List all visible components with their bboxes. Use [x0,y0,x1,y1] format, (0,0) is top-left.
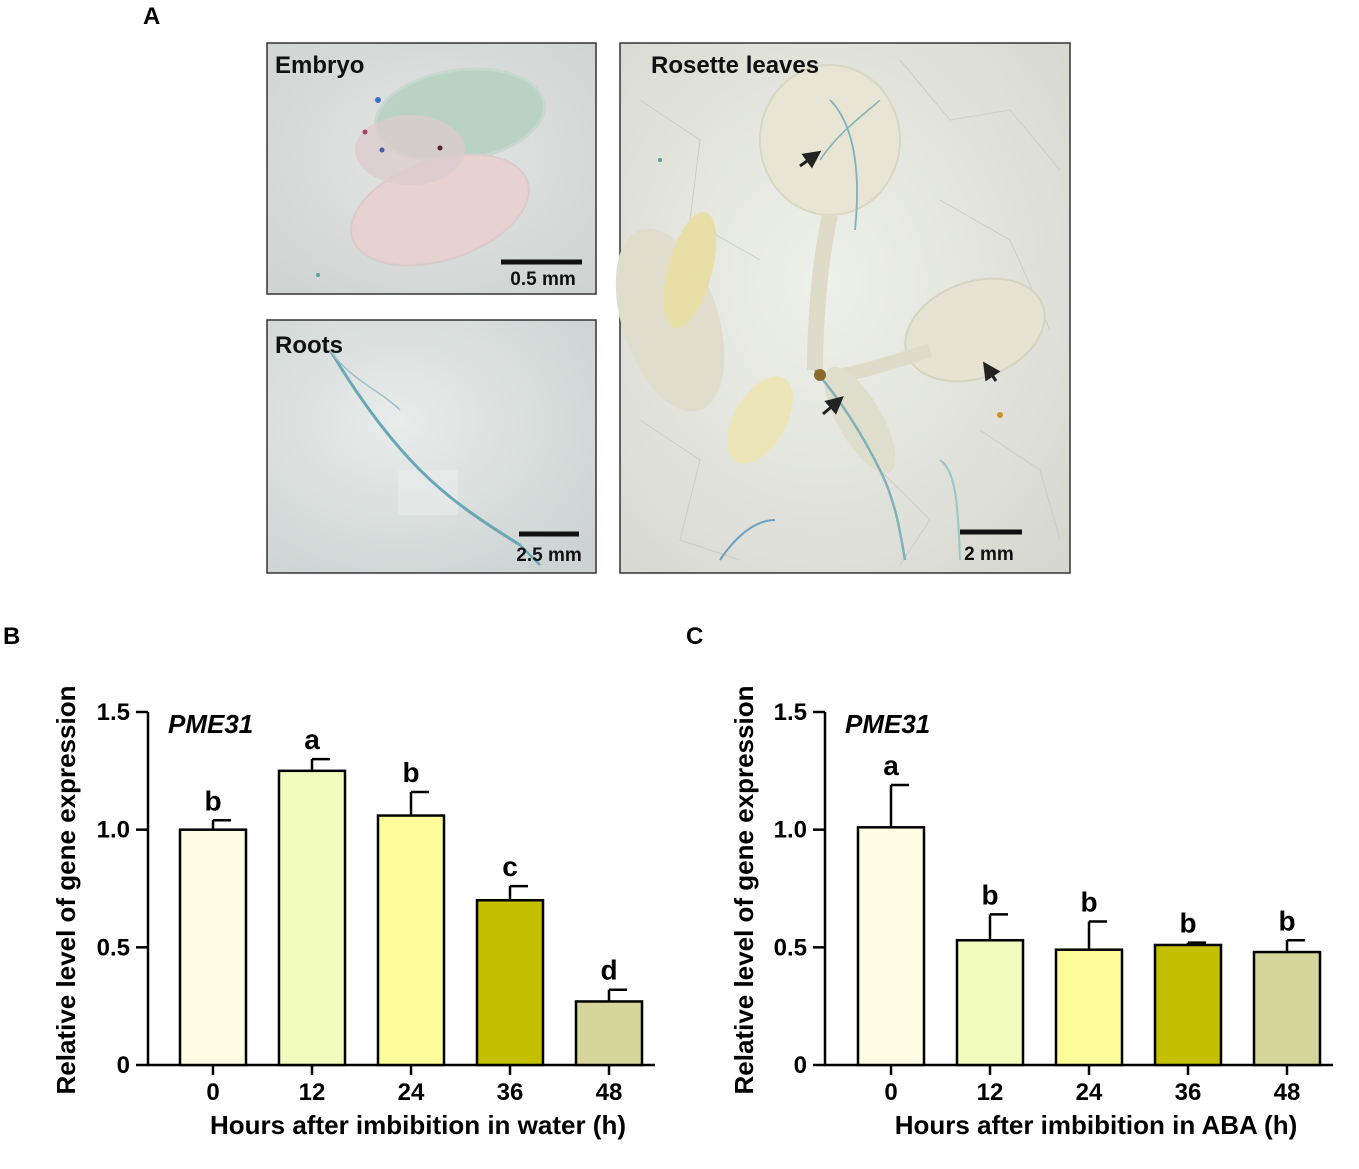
chart-b-bar [178,828,248,1067]
chart-b-significance-label: b [204,785,221,816]
chart-b-significance-label: d [600,955,617,986]
chart-b-bar [277,769,347,1067]
chart-c-xtick-label: 0 [884,1079,897,1106]
roots-image: Roots 2.5 mm [266,319,597,574]
chart-b-ytick-label: 1.0 [97,817,130,844]
chart-b-ytick-label: 1.5 [97,699,130,726]
chart-c-bar [1054,948,1124,1067]
chart-b-ytick-label: 0.5 [97,934,130,961]
panel-c-letter: C [686,623,703,650]
roots-title: Roots [275,332,343,359]
panel-b-letter: B [3,623,20,650]
panel-a-letter: A [143,3,160,30]
chart-b-bar [475,899,545,1067]
embryo-title: Embryo [275,52,364,79]
chart-c-gene-label: PME31 [845,709,930,739]
chart-b-bar [574,1000,644,1067]
chart-c-xtick-label: 12 [977,1079,1004,1106]
chart-b-significance-label: a [304,724,320,755]
chart-c-xlabel: Hours after imbibition in ABA (h) [895,1110,1298,1140]
chart-c: C Relative level of gene expression PME3… [686,623,1333,1140]
chart-b-xtick-label: 48 [596,1079,623,1106]
chart-b-gene-label: PME31 [168,709,253,739]
chart-c-significance-label: a [883,750,899,781]
chart-b: B Relative level of gene expression PME3… [3,623,655,1140]
embryo-scale-label: 0.5 mm [510,269,575,290]
rosette-title: Rosette leaves [651,52,819,79]
chart-b-xtick-label: 36 [497,1079,524,1106]
chart-c-ytick-label: 0 [794,1052,807,1079]
chart-c-ytick-label: 1.5 [774,699,807,726]
rosette-image: Rosette leaves 2 mm [615,42,1071,574]
chart-c-bar [1252,950,1322,1067]
chart-b-ytick-label: 0 [117,1052,130,1079]
rosette-scale-label: 2 mm [964,544,1014,565]
chart-b-xtick-label: 0 [206,1079,219,1106]
chart-b-xlabel: Hours after imbibition in water (h) [210,1110,626,1140]
chart-c-ytick-label: 0.5 [774,934,807,961]
roots-scale-label: 2.5 mm [516,545,581,566]
chart-b-significance-label: b [402,757,419,788]
chart-c-bar [856,826,926,1067]
chart-c-bar [955,939,1025,1067]
chart-b-ylabel: Relative level of gene expression [51,686,81,1095]
chart-c-significance-label: b [981,879,998,910]
chart-b-xtick-label: 24 [398,1079,425,1106]
chart-c-xtick-label: 36 [1175,1079,1202,1106]
chart-b-significance-label: c [502,851,518,882]
chart-c-significance-label: b [1080,886,1097,917]
chart-c-bar [1153,943,1223,1067]
chart-c-xtick-label: 48 [1274,1079,1301,1106]
chart-b-xtick-label: 12 [299,1079,326,1106]
chart-c-significance-label: b [1278,905,1295,936]
chart-c-significance-label: b [1179,908,1196,939]
embryo-image: Embryo 0.5 mm [266,42,597,295]
chart-c-ytick-label: 1.0 [774,817,807,844]
chart-c-ylabel: Relative level of gene expression [729,686,759,1095]
chart-c-xtick-label: 24 [1076,1079,1103,1106]
chart-b-bar [376,814,446,1067]
